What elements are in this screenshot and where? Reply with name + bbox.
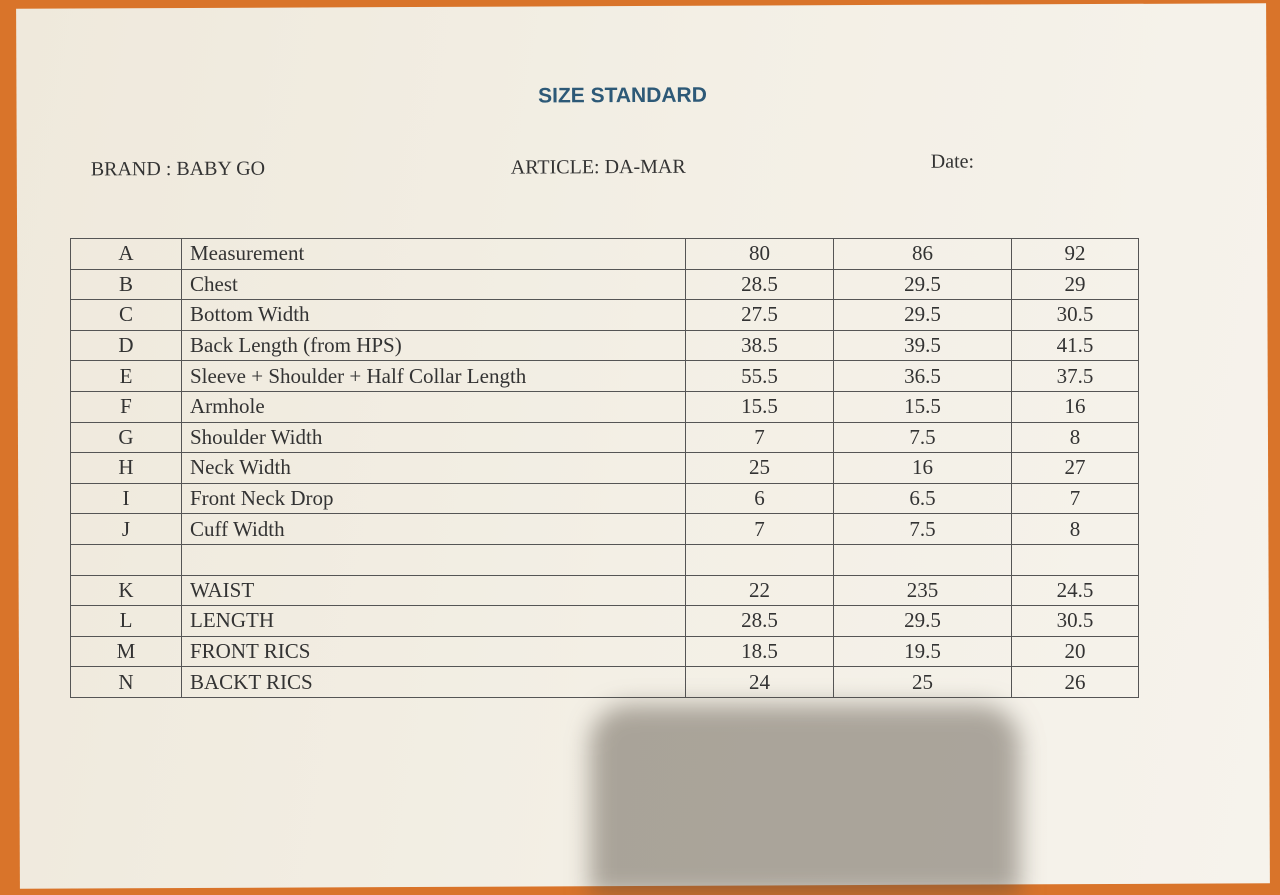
size-80-value: 28.5: [685, 268, 834, 301]
row-code: C: [70, 299, 182, 331]
size-92-value: 8: [1011, 513, 1139, 545]
size-86-value: 7.5: [833, 513, 1012, 545]
table-row: J Cuff Width 7 7.5 8: [70, 513, 1139, 545]
size-86-value: 6.5: [833, 482, 1012, 515]
row-code: M: [70, 635, 182, 668]
size-80-value: 15.5: [685, 390, 834, 423]
size-80-value: 22: [685, 574, 834, 607]
table-row: A Measurement 80 86 92: [70, 238, 1139, 270]
size-80-value: 24: [685, 666, 834, 698]
row-measurement-name: Sleeve + Shoulder + Half Collar Length: [181, 360, 686, 392]
size-92-value: 37.5: [1011, 360, 1139, 392]
size-80-value: 55.5: [685, 360, 834, 392]
size-92-value: [1011, 543, 1139, 576]
size-86-value: 16: [833, 452, 1012, 484]
size-80-value: 80: [685, 238, 834, 270]
row-measurement-name: [181, 543, 686, 576]
row-code: H: [70, 452, 182, 484]
row-measurement-name: Back Length (from HPS): [181, 329, 686, 362]
row-code: L: [70, 605, 182, 637]
row-code: [70, 543, 182, 576]
row-code: J: [70, 513, 182, 545]
table-row: C Bottom Width 27.5 29.5 30.5: [70, 299, 1139, 331]
size-86-value: 29.5: [833, 299, 1012, 331]
size-80-value: 18.5: [685, 635, 834, 668]
row-measurement-name: Cuff Width: [181, 513, 686, 545]
table-row: I Front Neck Drop 6 6.5 7: [70, 482, 1139, 515]
size-80-value: 7: [685, 513, 834, 545]
row-measurement-name: Measurement: [181, 238, 686, 270]
size-86-value: 25: [833, 666, 1012, 698]
row-code: I: [70, 482, 182, 515]
table-row: G Shoulder Width 7 7.5 8: [70, 421, 1139, 454]
size-92-value: 7: [1011, 482, 1139, 515]
row-measurement-name: FRONT RICS: [181, 635, 686, 668]
row-measurement-name: Chest: [181, 268, 686, 301]
table-row: H Neck Width 25 16 27: [70, 452, 1139, 484]
row-measurement-name: LENGTH: [181, 605, 686, 637]
size-86-value: 15.5: [833, 390, 1012, 423]
size-86-value: 86: [833, 238, 1012, 270]
row-measurement-name: Shoulder Width: [181, 421, 686, 454]
size-86-value: 19.5: [833, 635, 1012, 668]
table-row: B Chest 28.5 29.5 29: [70, 268, 1139, 301]
size-86-value: 29.5: [833, 268, 1012, 301]
row-measurement-name: BACKT RICS: [181, 666, 686, 698]
row-code: N: [70, 666, 182, 698]
size-table: A Measurement 80 86 92 B Chest 28.5 29.5 29 C Botto…: [70, 238, 1139, 698]
size-92-value: 29: [1011, 268, 1139, 301]
size-92-value: 92: [1011, 238, 1139, 270]
hand-shadow: [590, 705, 1020, 895]
size-92-value: 20: [1011, 635, 1139, 668]
size-80-value: 38.5: [685, 329, 834, 362]
table-row: D Back Length (from HPS) 38.5 39.5 41.5: [70, 329, 1139, 362]
row-code: E: [70, 360, 182, 392]
size-86-value: 235: [833, 574, 1012, 607]
size-80-value: 7: [685, 421, 834, 454]
article-label: ARTICLE: DA-MAR: [510, 155, 686, 179]
row-measurement-name: Front Neck Drop: [181, 482, 686, 515]
size-80-value: [685, 543, 834, 576]
size-86-value: 7.5: [833, 421, 1012, 454]
size-80-value: 27.5: [685, 299, 834, 331]
date-label: Date:: [930, 150, 975, 173]
size-92-value: 30.5: [1011, 299, 1139, 331]
row-code: K: [70, 574, 182, 607]
table-row: F Armhole 15.5 15.5 16: [70, 390, 1139, 423]
size-92-value: 24.5: [1011, 574, 1139, 607]
table-row: E Sleeve + Shoulder + Half Collar Length 5…: [70, 360, 1139, 392]
document-title: SIZE STANDARD: [538, 83, 707, 108]
row-code: A: [70, 238, 182, 270]
size-92-value: 27: [1011, 452, 1139, 484]
size-92-value: 16: [1011, 390, 1139, 423]
size-92-value: 26: [1011, 666, 1139, 698]
table-row: K WAIST 22 235 24.5: [70, 574, 1139, 607]
size-86-value: 36.5: [833, 360, 1012, 392]
row-code: B: [70, 268, 182, 301]
size-92-value: 30.5: [1011, 605, 1139, 637]
size-80-value: 28.5: [685, 605, 834, 637]
size-92-value: 41.5: [1011, 329, 1139, 362]
size-80-value: 6: [685, 482, 834, 515]
row-measurement-name: Armhole: [181, 390, 686, 423]
size-92-value: 8: [1011, 421, 1139, 454]
size-80-value: 25: [685, 452, 834, 484]
size-86-value: [833, 543, 1012, 576]
row-code: D: [70, 329, 182, 362]
row-code: F: [70, 390, 182, 423]
row-measurement-name: WAIST: [181, 574, 686, 607]
brand-label: BRAND : BABY GO: [90, 157, 266, 181]
row-code: G: [70, 421, 182, 454]
row-measurement-name: Bottom Width: [181, 299, 686, 331]
row-measurement-name: Neck Width: [181, 452, 686, 484]
size-86-value: 29.5: [833, 605, 1012, 637]
table-row: M FRONT RICS 18.5 19.5 20: [70, 635, 1139, 668]
table-row: L LENGTH 28.5 29.5 30.5: [70, 605, 1139, 637]
table-row: N BACKT RICS 24 25 26: [70, 666, 1139, 698]
size-86-value: 39.5: [833, 329, 1012, 362]
table-row: [70, 543, 1139, 576]
